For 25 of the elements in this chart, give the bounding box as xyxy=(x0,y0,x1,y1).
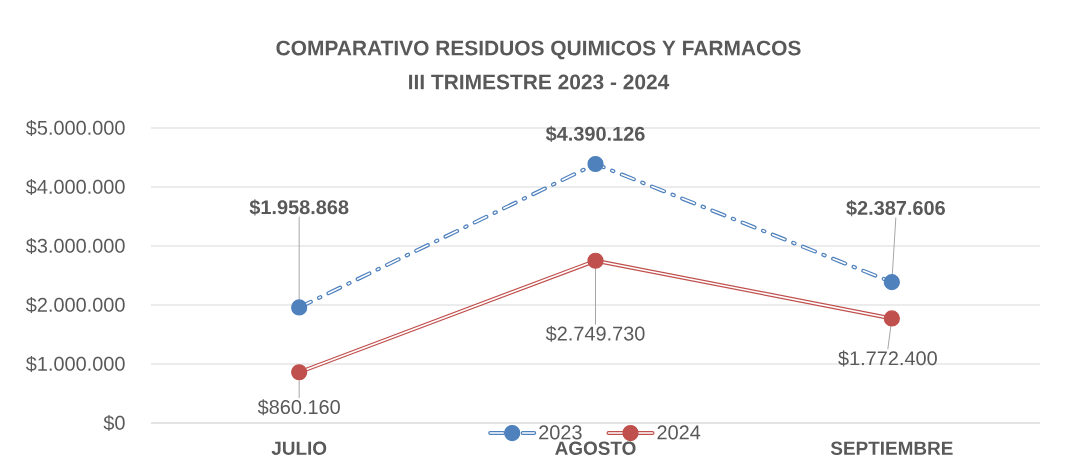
x-tick-label: AGOSTO xyxy=(555,441,636,455)
data-label: $4.390.126 xyxy=(545,125,645,143)
data-label: $860.160 xyxy=(257,399,340,416)
data-label: $2.749.730 xyxy=(545,325,645,342)
data-label: $2.387.606 xyxy=(846,200,945,217)
y-tick-label: $4.000.000 xyxy=(25,178,125,196)
y-tick-label: $5.000.000 xyxy=(25,119,125,137)
y-tick-label: $2.000.000 xyxy=(25,296,125,314)
point xyxy=(883,274,900,291)
y-tick-label: $0 xyxy=(103,414,125,432)
point xyxy=(291,299,308,316)
legend-label: 2023 xyxy=(539,425,582,440)
y-tick-label: $1.000.000 xyxy=(25,355,125,373)
x-tick-label: SEPTIEMBRE xyxy=(830,441,953,455)
chart-subtitle: III TRIMESTRE 2023 - 2024 xyxy=(409,74,670,90)
x-tick-label: JULIO xyxy=(271,441,327,455)
y-tick-label: $3.000.000 xyxy=(25,237,125,255)
legend-label: 2024 xyxy=(657,425,701,440)
point xyxy=(587,252,604,269)
data-label: $1.772.400 xyxy=(838,350,937,367)
point xyxy=(883,310,900,327)
point xyxy=(291,364,308,381)
chart-title: COMPARATIVO RESIDUOS QUIMICOS Y FARMACOS xyxy=(276,40,801,60)
point xyxy=(587,155,604,173)
data-label: $1.958.868 xyxy=(249,199,349,216)
